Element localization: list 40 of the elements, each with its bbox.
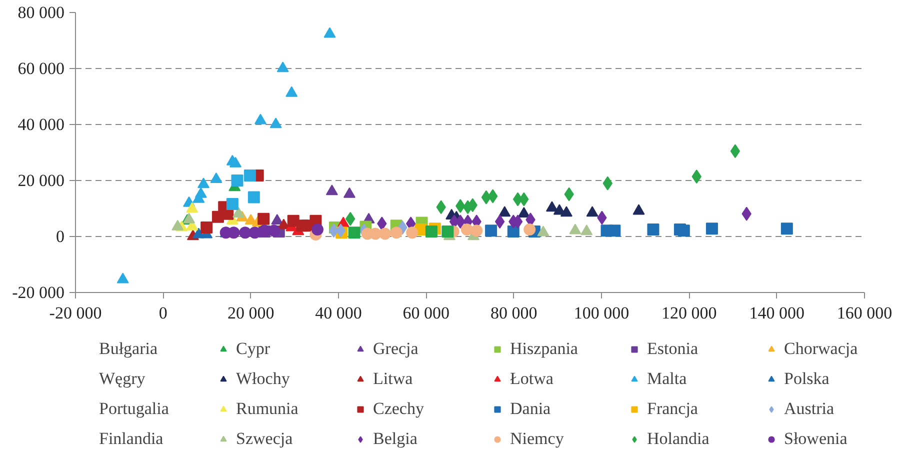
- legend-label: Polska: [784, 368, 830, 390]
- legend-label: Austria: [784, 398, 836, 420]
- legend-label: Estonia: [647, 338, 699, 360]
- legend-label: Rumunia: [236, 398, 300, 420]
- legend-label: Dania: [510, 398, 552, 420]
- x-tick-label: 120 000: [662, 304, 717, 322]
- legend-label: Hiszpania: [510, 338, 579, 360]
- legend-label: Chorwacja: [784, 338, 859, 360]
- y-tick-label: 20 000: [18, 171, 64, 190]
- y-tick-label: -20 000: [12, 283, 65, 302]
- legend-label: Francja: [647, 398, 699, 420]
- text: Węgry: [99, 368, 146, 390]
- text: Portugalia: [99, 398, 170, 420]
- y-tick-label: 0: [56, 227, 64, 246]
- x-tick-label: 160 000: [836, 304, 892, 322]
- legend-label: Łotwa: [510, 368, 554, 390]
- y-tick-label: 40 000: [18, 115, 64, 134]
- legend-label: Malta: [647, 368, 688, 390]
- legend-label: Belgia: [373, 428, 418, 450]
- y-tick-label: 80 000: [18, 3, 64, 22]
- text: Finlandia: [99, 428, 164, 450]
- x-tick-label: 60 000: [402, 304, 450, 322]
- x-tick-label: 100 000: [574, 304, 630, 322]
- legend-label: Czechy: [373, 398, 425, 420]
- x-tick-label: 80 000: [490, 304, 538, 322]
- y-tick-label: 60 000: [18, 59, 64, 78]
- legend-label: Słowenia: [784, 428, 848, 450]
- text: Bułgaria: [99, 338, 159, 360]
- x-tick-label: 20 000: [227, 304, 274, 322]
- legend-label: Holandia: [647, 428, 710, 450]
- legend-label: Szwecja: [236, 428, 294, 450]
- x-tick-label: 140 000: [749, 304, 804, 322]
- legend-label: Niemcy: [510, 428, 565, 450]
- legend-label: Cypr: [236, 338, 271, 360]
- x-tick-label: -20 000: [49, 304, 102, 322]
- legend-label: Litwa: [373, 368, 414, 390]
- legend-label: Włochy: [236, 368, 291, 390]
- x-tick-label: 0: [158, 304, 168, 322]
- x-tick-label: 40 000: [315, 304, 362, 322]
- legend-label: Grecja: [373, 338, 420, 360]
